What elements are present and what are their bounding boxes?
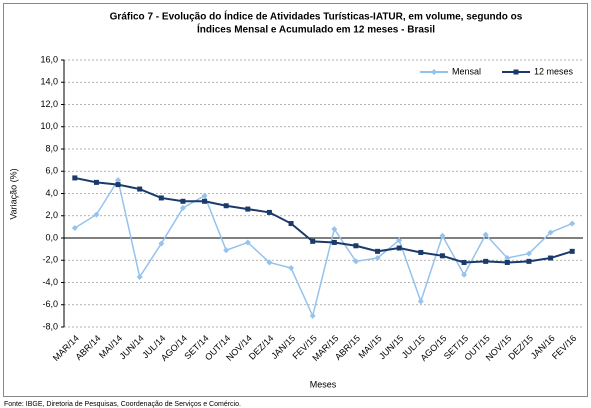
point-marker (352, 258, 359, 265)
series-line (74, 176, 573, 264)
y-tick-label: 14,0 (40, 77, 58, 87)
point-marker (483, 258, 489, 264)
point-marker (288, 265, 295, 272)
series-line (74, 178, 573, 319)
y-tick-label: -6,0 (42, 299, 58, 309)
point-marker (504, 255, 511, 262)
y-tick-label: 2,0 (45, 210, 58, 220)
point-marker (115, 182, 121, 188)
chart-title: Gráfico 7 - Evolução do Índice de Ativid… (110, 10, 523, 23)
point-marker (525, 250, 532, 257)
point-marker (244, 239, 251, 246)
point-marker (461, 259, 467, 265)
point-marker (223, 203, 229, 209)
point-marker (93, 179, 99, 185)
point-marker (137, 186, 143, 192)
point-marker (179, 204, 186, 211)
point-marker (158, 195, 164, 201)
point-marker (331, 239, 337, 245)
point-marker (266, 209, 272, 215)
point-marker (288, 221, 294, 227)
point-marker (309, 312, 316, 319)
point-marker (526, 258, 532, 264)
source-note: Fonte: IBGE, Diretoria de Pesquisas, Coo… (4, 401, 241, 408)
point-marker (547, 229, 554, 236)
y-axis-label: Variação (%) (8, 168, 18, 219)
y-tick-label: -8,0 (42, 321, 58, 331)
point-marker (374, 255, 381, 262)
x-axis-label: Meses (310, 379, 337, 389)
point-marker (158, 240, 165, 247)
point-marker (439, 253, 445, 259)
point-marker (482, 231, 489, 238)
point-marker (569, 220, 576, 227)
legend-marker (513, 69, 519, 75)
point-marker (115, 177, 122, 184)
point-marker (439, 232, 446, 239)
y-tick-label: 16,0 (40, 54, 58, 64)
point-marker (266, 259, 273, 266)
point-marker (201, 192, 208, 199)
point-marker (71, 224, 78, 231)
point-marker (202, 198, 208, 204)
point-marker (223, 247, 230, 254)
y-tick-label: -2,0 (42, 255, 58, 265)
point-marker (375, 248, 381, 254)
point-marker (461, 271, 468, 278)
point-marker (136, 273, 143, 280)
y-tick-label: 10,0 (40, 121, 58, 131)
point-marker (396, 245, 402, 251)
point-marker (417, 298, 424, 305)
point-marker (93, 211, 100, 218)
y-tick-label: -4,0 (42, 277, 58, 287)
point-marker (396, 237, 403, 244)
point-marker (504, 259, 510, 265)
y-tick-label: 4,0 (45, 188, 58, 198)
point-marker (418, 249, 424, 255)
point-marker (310, 238, 316, 244)
point-marker (331, 226, 338, 233)
y-tick-label: 0,0 (45, 232, 58, 242)
chart-border (3, 3, 588, 397)
legend-marker (431, 69, 437, 75)
point-marker (245, 206, 251, 212)
point-marker (72, 175, 78, 181)
point-marker (353, 243, 359, 249)
y-tick-label: 8,0 (45, 143, 58, 153)
legend-label: 12 meses (534, 66, 574, 76)
y-tick-label: 12,0 (40, 99, 58, 109)
point-marker (180, 198, 186, 204)
point-marker (548, 255, 554, 261)
legend-label: Mensal (452, 66, 481, 76)
point-marker (569, 248, 575, 254)
chart-title: Índices Mensal e Acumulado em 12 meses -… (197, 23, 435, 36)
y-tick-label: 6,0 (45, 166, 58, 176)
